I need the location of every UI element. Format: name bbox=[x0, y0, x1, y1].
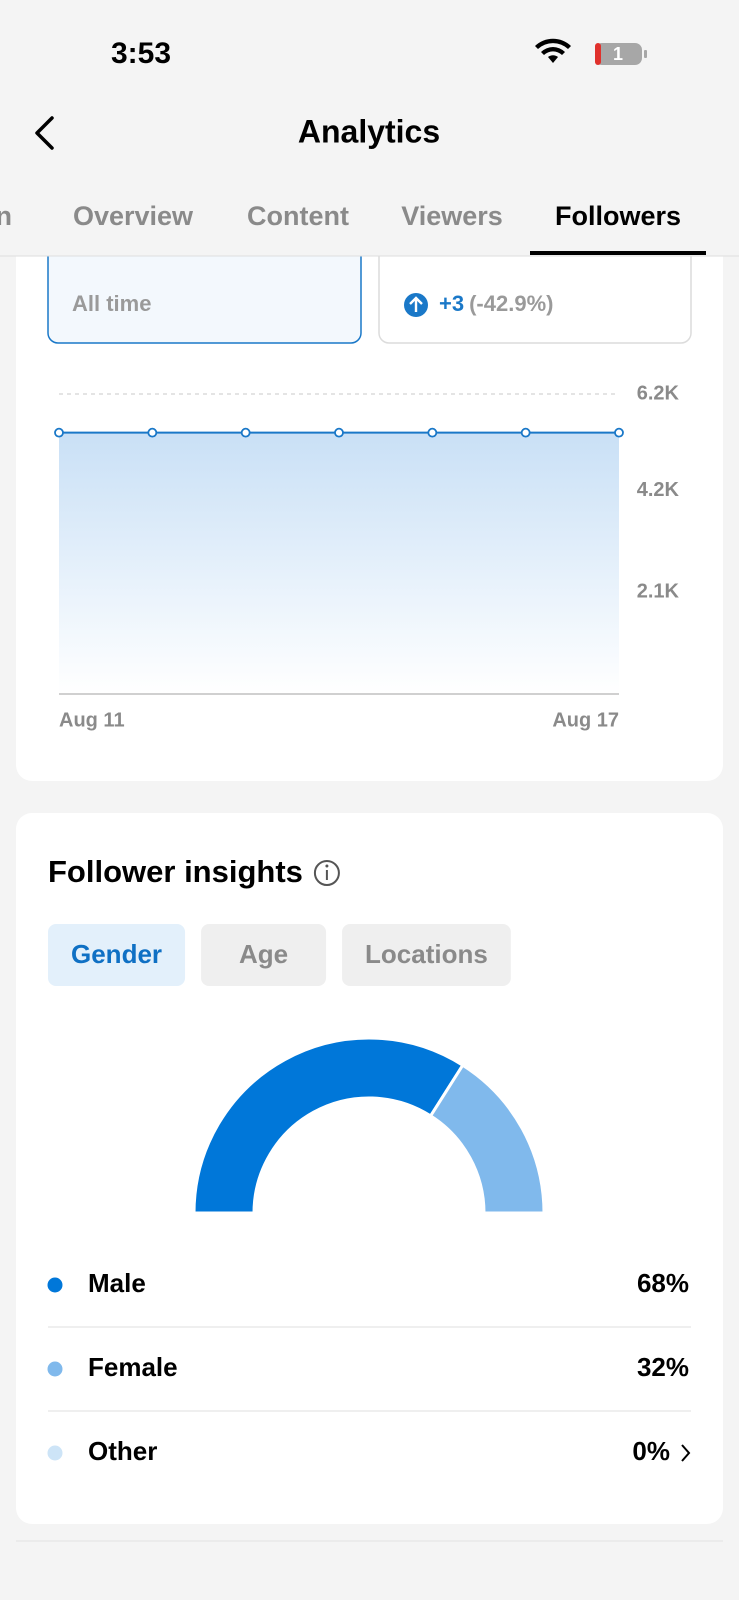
battery bbox=[595, 43, 642, 65]
legend-dot bbox=[47, 1445, 63, 1461]
battery-text: 1 bbox=[613, 44, 623, 64]
legend-label: Other bbox=[88, 1436, 157, 1466]
tab[interactable]: Content bbox=[247, 201, 349, 231]
tab[interactable]: on bbox=[0, 201, 12, 231]
chevron[interactable] bbox=[681, 1444, 691, 1462]
battery-level bbox=[595, 43, 601, 65]
filter-button[interactable] bbox=[201, 924, 327, 986]
tab[interactable]: Viewers bbox=[401, 201, 503, 231]
change: +3 bbox=[439, 291, 464, 316]
tab-indicator bbox=[530, 251, 706, 255]
filter-label: Age bbox=[239, 939, 288, 969]
filter-label: Locations bbox=[365, 939, 488, 969]
point bbox=[520, 427, 531, 438]
filter-label: Gender bbox=[71, 939, 162, 969]
area bbox=[59, 432, 619, 694]
back-button[interactable] bbox=[35, 116, 54, 150]
legend-value: 68% bbox=[637, 1268, 689, 1298]
legend-value: 0% bbox=[632, 1436, 670, 1466]
point bbox=[427, 427, 438, 438]
wifi-icon bbox=[535, 38, 571, 63]
tab[interactable]: Overview bbox=[73, 201, 194, 231]
section-title: Follower insights bbox=[48, 854, 303, 889]
x-tick-label: Aug 17 bbox=[552, 709, 619, 731]
point bbox=[54, 427, 64, 438]
legend-dot bbox=[47, 1277, 63, 1293]
up-arrow bbox=[409, 296, 423, 312]
x-tick-label: Aug 11 bbox=[59, 709, 125, 731]
y-tick-label: 4.2K bbox=[637, 479, 680, 501]
card-label: All time bbox=[72, 291, 151, 316]
status-time: 3:53 bbox=[111, 37, 171, 70]
tab[interactable]: Followers bbox=[555, 201, 681, 231]
page-title: Analytics bbox=[298, 113, 440, 149]
donut-segment bbox=[192, 1036, 465, 1215]
point bbox=[334, 427, 344, 438]
legend-label: Male bbox=[88, 1268, 146, 1298]
filter-button[interactable] bbox=[48, 924, 186, 986]
legend-dot bbox=[47, 1361, 63, 1377]
legend-label: Female bbox=[88, 1352, 178, 1382]
tabs: on Overview Content Viewers Followers bbox=[0, 201, 706, 255]
filters: Gender Age Locations bbox=[48, 924, 511, 986]
donut-segment bbox=[428, 1063, 546, 1215]
point bbox=[240, 427, 251, 438]
change-percent: (-42.9%) bbox=[469, 291, 553, 316]
legend-value: 32% bbox=[637, 1352, 689, 1382]
info-icon[interactable] bbox=[313, 860, 340, 886]
top-bar bbox=[0, 0, 739, 256]
filter-button[interactable] bbox=[342, 924, 511, 986]
y-tick-label: 6.2K bbox=[637, 382, 680, 404]
point bbox=[147, 427, 158, 438]
y-tick-label: 2.1K bbox=[637, 581, 680, 603]
insights-card bbox=[16, 813, 723, 1524]
point bbox=[614, 427, 624, 438]
battery-cap bbox=[644, 50, 647, 58]
